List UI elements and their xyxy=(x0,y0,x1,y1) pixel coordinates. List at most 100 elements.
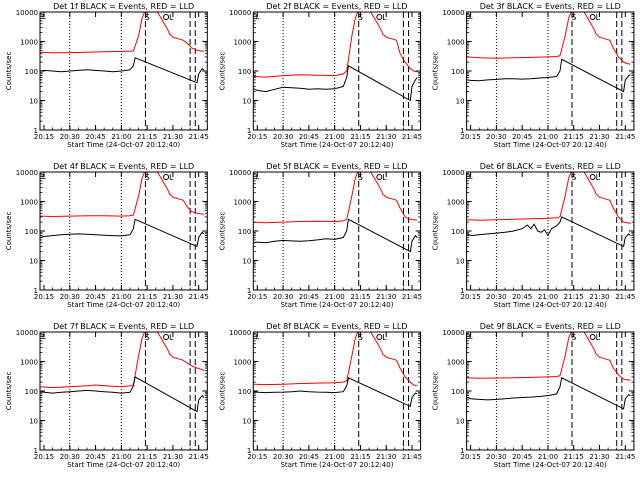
y-tick-label: 10000 xyxy=(229,169,251,177)
phase-marker-circle xyxy=(163,334,170,340)
y-tick-label: 1 xyxy=(34,287,38,295)
chart-panel-1: Det 1f BLACK = Events, RED = LLD 1 10 100 10… xyxy=(5,2,209,149)
phase-marker-label-1: S xyxy=(571,333,576,342)
x-tick-label: 21:30 xyxy=(376,293,396,301)
series-line-events xyxy=(40,376,205,413)
y-tick-label: 10 xyxy=(29,98,38,106)
y-tick-label: 1000 xyxy=(20,359,38,367)
y-tick-label: 100 xyxy=(25,228,38,236)
series-group xyxy=(40,12,205,84)
x-axis-label: Start Time (24-Oct-07 20:12:40) xyxy=(280,461,393,469)
y-tick-label: 100 xyxy=(25,68,38,76)
x-tick-label: 21:30 xyxy=(376,133,396,141)
x-tick-label: 20:15 xyxy=(34,453,54,461)
y-tick-label: 100 xyxy=(238,388,251,396)
y-tick-label: 10000 xyxy=(442,9,464,17)
x-tick-label: 20:30 xyxy=(273,453,293,461)
plot-frame xyxy=(252,11,422,131)
phase-marker-circle xyxy=(376,14,383,20)
y-tick-label: 100 xyxy=(25,388,38,396)
x-tick-label: 21:45 xyxy=(189,453,209,461)
phase-marker-label-3: L xyxy=(382,173,387,182)
y-tick-label: 1 xyxy=(460,447,464,455)
phase-marker-label-3: L xyxy=(382,333,387,342)
series-group xyxy=(467,12,631,93)
chart-title: Det 3f BLACK = Events, RED = LLD xyxy=(480,2,621,11)
x-tick-label: 21:30 xyxy=(163,453,183,461)
x-tick-label: 20:45 xyxy=(85,133,105,141)
x-tick-label: 21:00 xyxy=(325,133,345,141)
y-tick-label: 10 xyxy=(242,418,251,426)
series-line-lld xyxy=(253,12,418,78)
series-line-lld xyxy=(467,172,631,224)
chart-title: Det 2f BLACK = Events, RED = LLD xyxy=(266,2,407,11)
series-group xyxy=(40,172,205,248)
x-tick-label: 21:00 xyxy=(538,453,558,461)
x-tick-label: 20:15 xyxy=(461,133,481,141)
y-tick-label: 1 xyxy=(460,127,464,135)
y-axis-label: Counts/sec xyxy=(218,52,226,91)
x-tick-label: 20:15 xyxy=(461,453,481,461)
x-tick-label: 21:45 xyxy=(402,453,422,461)
phase-marker-label-3: L xyxy=(169,173,174,182)
chart-panel-9: Det 9f BLACK = Events, RED = LLD 1 10 100 10… xyxy=(432,322,636,469)
series-group xyxy=(40,332,205,413)
x-tick-label: 21:00 xyxy=(111,453,131,461)
chart-title: Det 9f BLACK = Events, RED = LLD xyxy=(480,322,621,331)
series-line-events xyxy=(40,218,205,248)
chart-title: Det 4f BLACK = Events, RED = LLD xyxy=(53,162,194,171)
y-tick-label: 1000 xyxy=(233,39,251,47)
plot-frame xyxy=(39,331,208,451)
series-line-events xyxy=(40,57,205,84)
y-tick-label: 1 xyxy=(247,287,251,295)
x-tick-label: 20:45 xyxy=(512,453,532,461)
phase-marker-circle xyxy=(376,334,383,340)
x-axis-label: Start Time (24-Oct-07 20:12:40) xyxy=(67,141,180,149)
x-tick-label: 20:30 xyxy=(60,453,80,461)
x-tick-label: 20:45 xyxy=(512,293,532,301)
y-axis-label: Counts/sec xyxy=(5,52,13,91)
y-tick-label: 10000 xyxy=(16,9,38,17)
x-tick-label: 20:45 xyxy=(299,293,319,301)
phase-marker-label-1: S xyxy=(145,333,150,342)
plot-frame xyxy=(466,11,635,131)
phase-marker-label-1: S xyxy=(571,13,576,22)
y-tick-label: 1 xyxy=(460,287,464,295)
y-tick-label: 1 xyxy=(247,127,251,135)
x-tick-label: 20:45 xyxy=(299,133,319,141)
x-tick-label: 20:15 xyxy=(247,133,267,141)
phase-marker-label-3: L xyxy=(596,13,601,22)
x-tick-label: 21:30 xyxy=(589,133,609,141)
phase-marker-circle xyxy=(376,174,383,180)
y-tick-label: 100 xyxy=(451,68,464,76)
corner-marker: L xyxy=(469,173,473,181)
x-tick-label: 21:00 xyxy=(325,293,345,301)
x-tick-label: 21:00 xyxy=(538,293,558,301)
y-tick-label: 10 xyxy=(29,258,38,266)
x-tick-label: 21:45 xyxy=(189,133,209,141)
phase-marker-label-3: L xyxy=(169,13,174,22)
y-tick-label: 1 xyxy=(34,447,38,455)
phase-marker-label-1: S xyxy=(358,333,363,342)
x-tick-label: 21:00 xyxy=(538,133,558,141)
y-tick-label: 1000 xyxy=(20,39,38,47)
series-line-lld xyxy=(40,172,204,218)
x-tick-label: 20:15 xyxy=(247,293,267,301)
x-axis-label: Start Time (24-Oct-07 20:12:40) xyxy=(494,141,607,149)
y-axis-label: Counts/sec xyxy=(432,212,440,251)
plot-frame xyxy=(39,171,208,291)
y-tick-label: 1000 xyxy=(447,199,465,207)
y-tick-label: 1000 xyxy=(447,39,465,47)
phase-marker-label-3: L xyxy=(169,333,174,342)
y-axis-label: Counts/sec xyxy=(432,372,440,411)
x-tick-label: 20:15 xyxy=(461,293,481,301)
corner-marker: L xyxy=(255,173,259,181)
series-line-lld xyxy=(467,12,631,65)
plot-frame xyxy=(252,171,422,291)
x-tick-label: 21:00 xyxy=(111,133,131,141)
x-tick-label: 20:30 xyxy=(60,133,80,141)
chart-title: Det 1f BLACK = Events, RED = LLD xyxy=(53,2,194,11)
x-tick-label: 20:45 xyxy=(85,453,105,461)
phase-marker-label-1: S xyxy=(145,173,150,182)
y-tick-label: 10000 xyxy=(16,169,38,177)
